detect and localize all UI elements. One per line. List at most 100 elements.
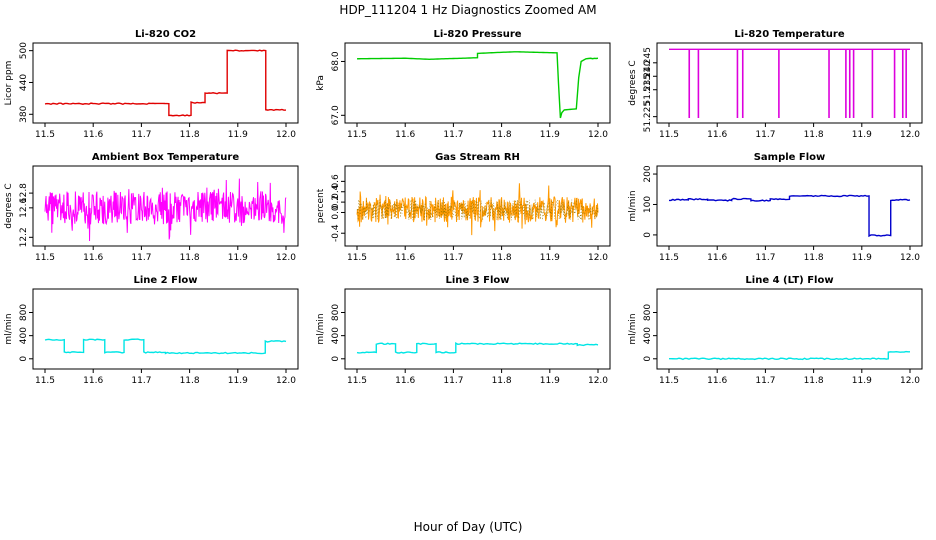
x-tick-label: 12.0 xyxy=(588,253,608,263)
chart-panel: Li-820 Temperature 11.5 11.6 11.7 11.8 11.9 12… xyxy=(628,29,923,140)
panel-title: Gas Stream RH xyxy=(435,152,520,163)
panel-title: Li-820 CO2 xyxy=(135,29,196,40)
x-tick-label: 11.9 xyxy=(852,376,872,386)
y-tick-label: 500 xyxy=(19,42,29,59)
y-tick-label: 800 xyxy=(331,304,341,321)
series-line-secondary xyxy=(356,198,599,221)
x-tick-label: 11.6 xyxy=(395,376,415,386)
series-line xyxy=(356,342,599,354)
x-tick-label: 11.5 xyxy=(347,130,367,140)
y-tick-label: 68.0 xyxy=(331,51,341,71)
x-tick-label: 11.7 xyxy=(755,376,775,386)
x-tick-label: 11.6 xyxy=(83,376,103,386)
series-line xyxy=(44,49,287,117)
x-tick-label: 11.5 xyxy=(35,253,55,263)
plot-frame xyxy=(344,288,611,370)
x-tick-label: 11.6 xyxy=(83,130,103,140)
y-tick-label: 67.0 xyxy=(331,105,341,125)
x-tick-label: 12.0 xyxy=(276,253,296,263)
y-axis-label: degrees C xyxy=(4,183,14,228)
x-tick-label: 11.9 xyxy=(228,376,248,386)
x-tick-label: 12.0 xyxy=(900,130,920,140)
x-tick-label: 11.5 xyxy=(347,376,367,386)
y-tick-label: 51.225 xyxy=(643,101,653,132)
plot-frame xyxy=(32,165,299,247)
panel-title: Ambient Box Temperature xyxy=(92,152,239,163)
y-tick-label: 12.8 xyxy=(19,183,29,203)
plot-frame xyxy=(656,42,923,124)
series-line xyxy=(356,183,599,236)
plot-frame xyxy=(656,288,923,370)
chart-panel: Line 2 Flow 11.5 11.6 11.7 11.8 11.9 12.0 0 400 8… xyxy=(4,275,299,386)
series-line xyxy=(44,338,287,355)
x-tick-label: 11.8 xyxy=(804,376,824,386)
panel-title: Line 4 (LT) Flow xyxy=(745,275,833,286)
y-tick-label: -0.4 xyxy=(331,224,341,242)
series-line xyxy=(44,178,287,242)
chart-panel: Li-820 CO2 11.5 11.6 11.7 11.8 11.9 12.0 380 440… xyxy=(4,29,299,140)
x-tick-label: 11.5 xyxy=(659,253,679,263)
x-tick-label: 11.8 xyxy=(492,253,512,263)
y-axis-label: Licor ppm xyxy=(4,61,14,106)
series-line xyxy=(668,350,911,361)
series-line xyxy=(356,51,599,119)
chart-panel: Gas Stream RH 11.5 11.6 11.7 11.8 11.9 12.0 -0.… xyxy=(316,152,611,263)
x-tick-label: 11.9 xyxy=(540,376,560,386)
y-axis-label: degrees C xyxy=(628,60,638,105)
panel-title: Line 3 Flow xyxy=(446,275,510,286)
panel-title: Line 2 Flow xyxy=(134,275,198,286)
plot-frame xyxy=(344,42,611,124)
y-tick-label: 12.2 xyxy=(19,227,29,247)
chart-panel: Sample Flow 11.5 11.6 11.7 11.8 11.9 12.0 0 100 2… xyxy=(628,152,923,263)
y-tick-label: 200 xyxy=(643,165,653,182)
x-tick-label: 12.0 xyxy=(276,376,296,386)
x-tick-label: 11.9 xyxy=(540,253,560,263)
x-tick-label: 11.7 xyxy=(131,253,151,263)
y-axis-label: ml/min xyxy=(316,313,326,344)
x-tick-label: 11.8 xyxy=(492,130,512,140)
y-tick-label: 0.6 xyxy=(331,174,341,189)
y-tick-label: 800 xyxy=(643,304,653,321)
y-tick-label: 440 xyxy=(19,74,29,91)
x-tick-label: 11.6 xyxy=(83,253,103,263)
x-tick-label: 12.0 xyxy=(900,376,920,386)
chart-panel: Line 3 Flow 11.5 11.6 11.7 11.8 11.9 12.0 0 400 8… xyxy=(316,275,611,386)
x-tick-label: 11.7 xyxy=(755,130,775,140)
x-tick-label: 11.5 xyxy=(35,376,55,386)
chart-panel: Line 4 (LT) Flow 11.5 11.6 11.7 11.8 11.9 12.0… xyxy=(628,275,923,386)
x-tick-label: 11.5 xyxy=(659,130,679,140)
x-tick-label: 11.6 xyxy=(395,130,415,140)
y-axis-label: kPa xyxy=(316,75,326,91)
y-tick-label: 51.240 xyxy=(643,60,653,92)
x-tick-label: 11.7 xyxy=(443,253,463,263)
y-axis-label: ml/min xyxy=(628,313,638,344)
x-tick-label: 12.0 xyxy=(588,376,608,386)
x-tick-label: 11.9 xyxy=(852,253,872,263)
series-line xyxy=(668,194,911,238)
x-tick-label: 12.0 xyxy=(588,130,608,140)
chart-panel: Ambient Box Temperature 11.5 11.6 11.7 11.8 1… xyxy=(4,152,299,263)
y-tick-label: 400 xyxy=(643,327,653,344)
y-tick-label: 400 xyxy=(331,327,341,344)
x-tick-label: 11.7 xyxy=(755,253,775,263)
x-tick-label: 11.8 xyxy=(180,376,200,386)
x-tick-label: 11.8 xyxy=(804,130,824,140)
x-tick-label: 11.9 xyxy=(540,130,560,140)
x-tick-label: 11.7 xyxy=(443,130,463,140)
y-tick-label: 0.4 xyxy=(331,184,341,199)
x-axis-label: Hour of Day (UTC) xyxy=(414,520,523,534)
panel-title: Li-820 Pressure xyxy=(433,29,521,40)
x-tick-label: 11.6 xyxy=(707,376,727,386)
y-tick-label: 0 xyxy=(331,356,341,362)
y-axis-label: percent xyxy=(316,188,326,223)
x-tick-label: 11.8 xyxy=(180,130,200,140)
y-tick-label: 800 xyxy=(19,304,29,321)
y-tick-label: 380 xyxy=(19,105,29,122)
x-tick-label: 11.8 xyxy=(180,253,200,263)
x-tick-label: 11.5 xyxy=(347,253,367,263)
plot-frame xyxy=(32,42,299,124)
x-tick-label: 11.6 xyxy=(707,130,727,140)
chart-panel: Li-820 Pressure 11.5 11.6 11.7 11.8 11.9 12.0 6… xyxy=(316,29,611,140)
x-tick-label: 12.0 xyxy=(276,130,296,140)
